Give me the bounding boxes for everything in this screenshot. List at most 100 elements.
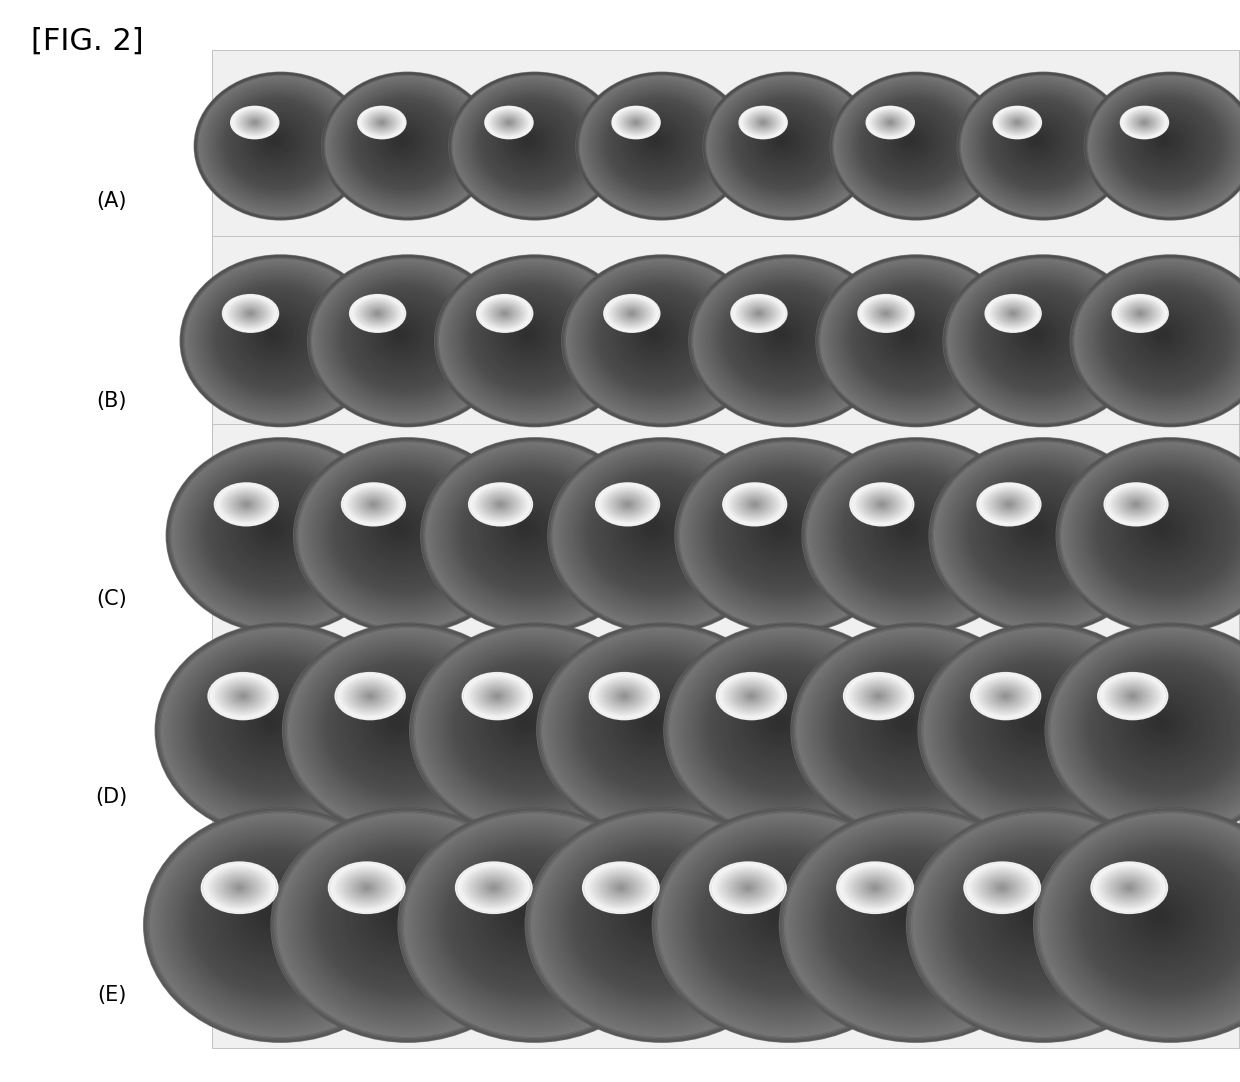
Ellipse shape xyxy=(858,294,914,332)
Ellipse shape xyxy=(771,131,795,150)
Ellipse shape xyxy=(352,293,455,382)
Ellipse shape xyxy=(827,459,1002,608)
Ellipse shape xyxy=(751,309,815,364)
Ellipse shape xyxy=(574,266,748,414)
Ellipse shape xyxy=(248,119,303,166)
Ellipse shape xyxy=(1008,505,1065,554)
Ellipse shape xyxy=(1095,667,1236,788)
Ellipse shape xyxy=(900,328,918,342)
Ellipse shape xyxy=(727,288,844,388)
Ellipse shape xyxy=(471,481,589,582)
Ellipse shape xyxy=(842,866,908,910)
Ellipse shape xyxy=(980,481,1097,582)
Ellipse shape xyxy=(885,703,931,743)
Ellipse shape xyxy=(766,516,796,542)
Ellipse shape xyxy=(750,697,812,751)
Ellipse shape xyxy=(847,477,977,588)
Ellipse shape xyxy=(841,471,985,594)
Ellipse shape xyxy=(317,847,490,995)
Ellipse shape xyxy=(1018,514,1053,543)
Ellipse shape xyxy=(582,466,737,599)
Ellipse shape xyxy=(738,493,771,516)
Ellipse shape xyxy=(455,78,613,213)
Ellipse shape xyxy=(744,303,825,371)
Ellipse shape xyxy=(469,90,598,200)
Ellipse shape xyxy=(480,489,579,573)
Ellipse shape xyxy=(520,717,532,727)
Ellipse shape xyxy=(335,673,405,720)
Ellipse shape xyxy=(1087,75,1240,217)
Ellipse shape xyxy=(507,707,546,739)
Ellipse shape xyxy=(976,282,1105,394)
Ellipse shape xyxy=(895,517,921,540)
Ellipse shape xyxy=(293,632,522,828)
Ellipse shape xyxy=(882,117,898,128)
Ellipse shape xyxy=(928,632,1157,828)
Ellipse shape xyxy=(181,841,373,1004)
Ellipse shape xyxy=(615,496,640,513)
Bar xyxy=(212,424,1239,647)
Ellipse shape xyxy=(1065,835,1240,1011)
Ellipse shape xyxy=(1025,520,1044,537)
Ellipse shape xyxy=(217,287,337,390)
Ellipse shape xyxy=(577,268,744,411)
Ellipse shape xyxy=(1032,526,1037,529)
Ellipse shape xyxy=(864,686,956,764)
Ellipse shape xyxy=(972,670,1105,783)
Ellipse shape xyxy=(223,489,270,520)
Ellipse shape xyxy=(1034,808,1240,1042)
Ellipse shape xyxy=(773,522,789,535)
Ellipse shape xyxy=(1083,266,1240,414)
Ellipse shape xyxy=(1115,879,1211,960)
Ellipse shape xyxy=(458,470,605,596)
Ellipse shape xyxy=(1105,869,1223,971)
Ellipse shape xyxy=(1114,487,1216,576)
Ellipse shape xyxy=(704,658,867,797)
Ellipse shape xyxy=(635,123,678,160)
Ellipse shape xyxy=(697,651,875,805)
Ellipse shape xyxy=(228,490,322,571)
Ellipse shape xyxy=(283,623,533,837)
Ellipse shape xyxy=(1074,453,1240,616)
Ellipse shape xyxy=(882,700,935,747)
Ellipse shape xyxy=(1136,312,1193,360)
Ellipse shape xyxy=(816,255,1016,426)
Ellipse shape xyxy=(340,676,401,716)
Ellipse shape xyxy=(472,677,585,774)
Ellipse shape xyxy=(278,814,537,1035)
Ellipse shape xyxy=(998,109,1037,135)
Ellipse shape xyxy=(402,812,666,1038)
Ellipse shape xyxy=(962,466,1118,599)
Ellipse shape xyxy=(649,718,656,726)
Ellipse shape xyxy=(769,518,792,539)
Ellipse shape xyxy=(341,478,466,585)
Ellipse shape xyxy=(615,108,657,136)
Ellipse shape xyxy=(479,490,522,518)
Ellipse shape xyxy=(367,696,434,753)
Ellipse shape xyxy=(484,881,503,895)
Ellipse shape xyxy=(750,502,815,557)
Ellipse shape xyxy=(749,501,817,559)
Ellipse shape xyxy=(303,835,507,1011)
Ellipse shape xyxy=(1021,516,1050,542)
Ellipse shape xyxy=(295,439,520,632)
Ellipse shape xyxy=(996,496,1022,513)
Ellipse shape xyxy=(869,885,947,951)
Ellipse shape xyxy=(502,702,552,744)
Ellipse shape xyxy=(596,480,718,584)
Ellipse shape xyxy=(456,663,606,791)
Ellipse shape xyxy=(433,643,632,815)
Ellipse shape xyxy=(347,681,393,712)
Ellipse shape xyxy=(379,901,417,933)
Ellipse shape xyxy=(1094,863,1164,912)
Ellipse shape xyxy=(1007,503,1011,505)
Ellipse shape xyxy=(161,822,398,1025)
Ellipse shape xyxy=(332,667,474,788)
Ellipse shape xyxy=(976,868,1099,973)
Ellipse shape xyxy=(521,329,534,340)
Ellipse shape xyxy=(732,292,838,383)
Ellipse shape xyxy=(486,107,532,137)
Ellipse shape xyxy=(218,93,339,196)
Ellipse shape xyxy=(1090,466,1240,599)
Ellipse shape xyxy=(622,502,688,557)
